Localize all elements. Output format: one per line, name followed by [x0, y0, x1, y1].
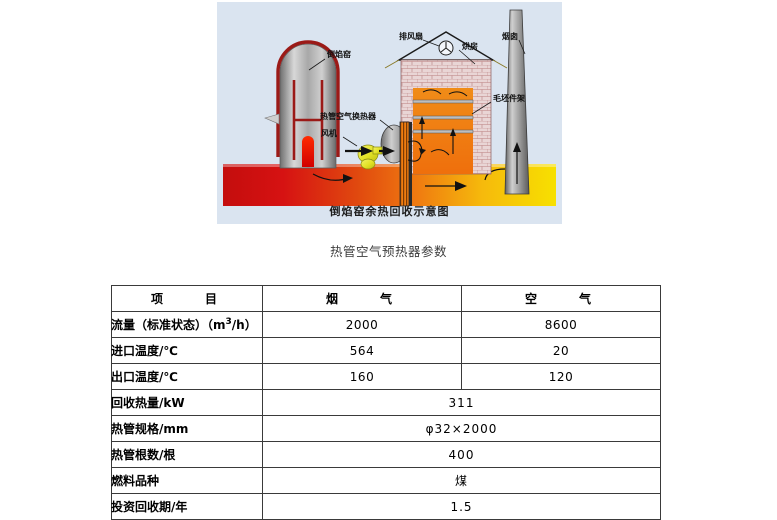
drying-room [384, 31, 508, 175]
row-label-flow-rate: 流量（标准状态）（m3/h） [111, 311, 263, 338]
cell-inlet-temp-air: 20 [461, 337, 661, 364]
cell-outlet-temp-flue: 160 [262, 363, 462, 390]
row-label-fuel-type: 燃料品种 [111, 467, 263, 494]
cell-inlet-temp-flue: 564 [262, 337, 462, 364]
cell-fuel-type-value: 煤 [262, 467, 661, 494]
table-row: 进口温度/℃ 564 20 [111, 337, 661, 364]
row-label-heat-pipe-count: 热管根数/根 [111, 441, 263, 468]
waste-heat-recovery-diagram: 倒焰窑 热管空气换热器 风机 排风扇 烘房 毛坯件架 烟囱 倒焰窑余热回收示意图 [217, 2, 562, 224]
cell-heat-pipe-count-value: 400 [262, 441, 661, 468]
table-row: 投资回收期/年 1.5 [111, 493, 661, 520]
heat-pipe-preheater-parameters-table: 项 目 烟 气 空 气 流量（标准状态）（m3/h） 2000 8600 进口温… [111, 285, 661, 520]
table-row: 热管规格/mm φ32×2000 [111, 415, 661, 442]
cell-outlet-temp-air: 120 [461, 363, 661, 390]
row-label-inlet-temp: 进口温度/℃ [111, 337, 263, 364]
diagram-caption: 倒焰窑余热回收示意图 [329, 205, 450, 218]
table-row: 回收热量/kW 311 [111, 389, 661, 416]
cell-flow-rate-flue: 2000 [262, 311, 462, 338]
row-label-outlet-temp: 出口温度/℃ [111, 363, 263, 390]
label-exhaust-fan: 排风扇 [399, 31, 423, 41]
label-blank-rack: 毛坯件架 [493, 93, 525, 103]
label-heat-pipe-exchanger: 热管空气换热器 [320, 111, 377, 121]
header-air: 空 气 [461, 285, 661, 312]
blower-fan [345, 144, 395, 170]
row-label-recovered-heat: 回收热量/kW [111, 389, 263, 416]
flue-gas-duct [223, 164, 556, 206]
table-row: 流量（标准状态）（m3/h） 2000 8600 [111, 311, 661, 338]
downdraft-kiln [264, 40, 467, 191]
label-drying-room: 烘房 [462, 41, 478, 51]
cell-heat-pipe-spec-value: φ32×2000 [262, 415, 661, 442]
header-item: 项 目 [111, 285, 263, 312]
header-flue-gas: 烟 气 [262, 285, 462, 312]
label-leader-lines [308, 39, 526, 147]
cell-payback-period-value: 1.5 [262, 493, 661, 520]
row-label-heat-pipe-spec: 热管规格/mm [111, 415, 263, 442]
cell-flow-rate-air: 8600 [461, 311, 661, 338]
diagram-svg: 倒焰窑 热管空气换热器 风机 排风扇 烘房 毛坯件架 烟囱 [223, 9, 556, 207]
cell-recovered-heat-value: 311 [262, 389, 661, 416]
label-chimney: 烟囱 [502, 31, 518, 41]
table-caption: 热管空气预热器参数 [329, 244, 447, 259]
table-row: 出口温度/℃ 160 120 [111, 363, 661, 390]
table-header-row: 项 目 烟 气 空 气 [111, 285, 661, 312]
blank-rack [412, 99, 474, 134]
table-row: 热管根数/根 400 [111, 441, 661, 468]
label-kiln: 倒焰窑 [326, 49, 351, 59]
label-blower: 风机 [321, 128, 337, 138]
table-row: 燃料品种 煤 [111, 467, 661, 494]
row-label-payback-period: 投资回收期/年 [111, 493, 263, 520]
